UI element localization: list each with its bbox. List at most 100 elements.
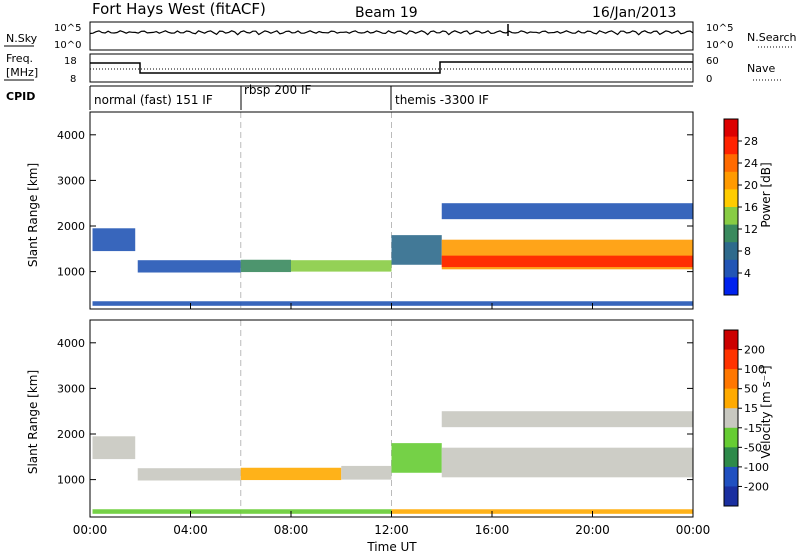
freq-unit: [MHz] xyxy=(6,66,38,79)
velocity-cb-seg-6 xyxy=(724,447,738,468)
power-cb-label-1: 8 xyxy=(744,245,751,258)
velocity-cb-label-2: 50 xyxy=(744,383,758,396)
power-cb-seg-0 xyxy=(724,119,738,138)
velocity-colorbar: 200 100 50 15 -15 -50 -100 -200 xyxy=(723,329,769,507)
power-yticks: 1000 2000 3000 4000 xyxy=(57,129,693,279)
velocity-colorbar-label: Velocity [m s⁻¹] xyxy=(759,365,773,458)
cpid-label: CPID xyxy=(6,90,35,103)
velocity-cb-label-5: -50 xyxy=(744,441,762,454)
freq-label: Freq. xyxy=(6,52,33,65)
power-ytick-label-0: 1000 xyxy=(57,266,85,279)
cpid-mode-2: themis -3300 IF xyxy=(395,93,489,107)
velocity-ytick-label-1: 2000 xyxy=(57,428,85,441)
xtick-label-3: 12:00 xyxy=(374,523,409,537)
nave-tick-top: 60 xyxy=(706,56,719,67)
noise-tick-bottom: 10^0 xyxy=(54,40,81,51)
noise-panel xyxy=(89,21,694,51)
power-cb-seg-9 xyxy=(724,277,738,296)
velocity-cb-seg-1 xyxy=(724,349,738,370)
power-cb-label-4: 20 xyxy=(744,179,758,192)
velocity-cb-seg-3 xyxy=(724,388,738,409)
power-cb-seg-6 xyxy=(724,224,738,243)
velocity-cb-seg-4 xyxy=(724,408,738,429)
power-band-4 xyxy=(391,235,442,265)
power-band-8 xyxy=(92,301,693,306)
xtick-label-5: 20:00 xyxy=(575,523,610,537)
velocity-band-6 xyxy=(441,411,693,428)
velocity-ytick-label-3: 4000 xyxy=(57,337,85,350)
xtick-label-1: 04:00 xyxy=(173,523,208,537)
radar-title: Fort Hays West (fitACF) xyxy=(92,0,266,18)
freq-tick-top: 18 xyxy=(64,56,77,67)
velocity-cb-seg-5 xyxy=(724,427,738,448)
velocity-cb-frame xyxy=(723,329,739,507)
power-band-6 xyxy=(441,255,693,268)
power-band-2 xyxy=(240,259,291,273)
velocity-band-7 xyxy=(92,509,392,514)
velocity-panel xyxy=(92,320,693,517)
power-ytick-label-3: 4000 xyxy=(57,129,85,142)
velocity-band-3 xyxy=(341,465,392,480)
freq-line xyxy=(90,61,693,74)
power-colorbar-label: Power [dB] xyxy=(759,162,773,227)
velocity-cb-label-7: -200 xyxy=(744,480,769,493)
velocity-band-0 xyxy=(92,436,136,460)
xtick-label-0: 00:00 xyxy=(73,523,108,537)
power-band-7 xyxy=(441,203,693,220)
power-cb-seg-5 xyxy=(724,207,738,226)
power-cb-label-6: 28 xyxy=(744,135,758,148)
noise-rtick-top: 10^5 xyxy=(706,23,733,34)
power-cb-label-2: 12 xyxy=(744,223,758,236)
power-cb-seg-3 xyxy=(724,171,738,190)
xtick-label-6: 00:00 xyxy=(676,523,711,537)
velocity-band-1 xyxy=(137,468,241,481)
power-band-3 xyxy=(291,260,392,272)
noise-right-label: N.Search xyxy=(747,31,797,44)
beam-label: Beam 19 xyxy=(355,5,418,21)
cpid-mode-0: normal (fast) 151 IF xyxy=(94,93,213,107)
nave-label: Nave xyxy=(747,62,775,75)
velocity-cb-label-4: -15 xyxy=(744,422,762,435)
freq-panel xyxy=(89,53,694,83)
velocity-ytick-label-2: 3000 xyxy=(57,382,85,395)
velocity-cb-seg-2 xyxy=(724,369,738,390)
power-cb-seg-2 xyxy=(724,154,738,173)
noise-sky-line xyxy=(89,30,694,36)
time-axis: 00:00 04:00 08:00 12:00 16:00 20:00 00:00 xyxy=(73,303,711,537)
noise-left-label: N.Sky xyxy=(6,32,38,45)
power-panel xyxy=(92,112,693,309)
noise-tick-top: 10^5 xyxy=(54,23,81,34)
freq-tick-bottom: 8 xyxy=(70,74,76,85)
velocity-cb-label-0: 200 xyxy=(744,344,765,357)
power-cb-label-5: 24 xyxy=(744,157,758,170)
power-cb-seg-1 xyxy=(724,136,738,155)
nave-tick-bottom: 0 xyxy=(706,74,712,85)
date-label: 16/Jan/2013 xyxy=(592,5,676,21)
velocity-cb-seg-0 xyxy=(724,330,738,351)
power-ytick-label-1: 2000 xyxy=(57,220,85,233)
velocity-band-8 xyxy=(391,509,693,514)
cpid-mode-1: rbsp 200 IF xyxy=(244,83,311,97)
velocity-cb-seg-7 xyxy=(724,466,738,487)
velocity-band-2 xyxy=(240,467,342,481)
power-band-1 xyxy=(137,260,241,273)
power-band-0 xyxy=(92,228,136,252)
noise-rtick-bottom: 10^0 xyxy=(706,40,733,51)
power-ylabel: Slant Range [km] xyxy=(26,163,40,267)
xtick-label-2: 08:00 xyxy=(274,523,309,537)
xtick-label-4: 16:00 xyxy=(475,523,510,537)
velocity-yticks: 1000 2000 3000 4000 xyxy=(57,337,693,487)
power-cb-seg-4 xyxy=(724,189,738,208)
velocity-cb-seg-8 xyxy=(724,486,738,507)
power-ytick-label-2: 3000 xyxy=(57,174,85,187)
power-colorbar: 4 8 12 16 20 24 28 xyxy=(723,118,758,296)
velocity-ytick-label-0: 1000 xyxy=(57,474,85,487)
velocity-band-5 xyxy=(441,447,693,478)
time-axis-label: Time UT xyxy=(366,540,417,554)
velocity-cb-label-1: 100 xyxy=(744,363,765,376)
velocity-ylabel: Slant Range [km] xyxy=(26,370,40,474)
power-cb-label-3: 16 xyxy=(744,201,758,214)
velocity-cb-label-3: 15 xyxy=(744,402,758,415)
velocity-band-4 xyxy=(391,443,442,473)
